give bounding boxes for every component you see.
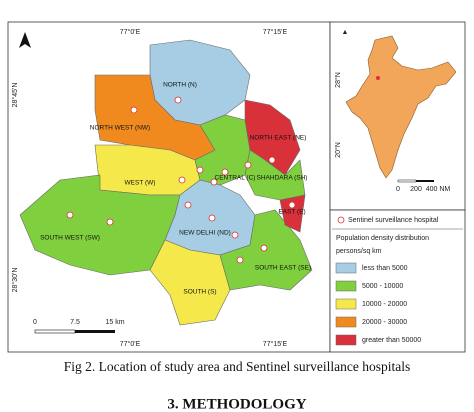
inset-scale: [397, 179, 434, 183]
district-label: CENTRAL (C): [215, 175, 256, 182]
inset-scale-label: 0: [396, 186, 400, 193]
section-heading: 3. METHODOLOGY: [167, 396, 306, 412]
district-label: NEW DELHI (ND): [179, 230, 231, 237]
lon-label: 77°0'E: [120, 340, 141, 348]
delhi-marker: [376, 76, 380, 80]
inset-lat: 20°N: [334, 142, 342, 158]
legend-label: less than 5000: [362, 265, 408, 272]
district-label: EAST (E): [278, 209, 305, 216]
hospitals: [66, 96, 296, 264]
district-label: SOUTH (S): [183, 289, 216, 296]
district: [279, 194, 306, 233]
district-label: SOUTH WEST (SW): [40, 235, 100, 242]
district-label: SHAHDARA (SH): [257, 175, 308, 182]
lat-label: 28°45'N: [11, 83, 19, 108]
legend-swatch: [335, 316, 357, 328]
district-label: NORTH WEST (NW): [90, 125, 150, 132]
legend-hospital: Sentinel surveillance hospital: [348, 217, 439, 224]
north-arrow: [19, 32, 31, 48]
district-label: WEST (W): [125, 180, 156, 187]
legend-label: 10000 - 20000: [362, 301, 407, 308]
inset-scale-label: 200: [410, 186, 422, 193]
legend-swatch: [335, 280, 357, 292]
scale-label: 15 km: [105, 319, 124, 326]
legend-swatch: [335, 262, 357, 274]
lon-label: 77°15'E: [263, 340, 288, 348]
inset-north: ▲: [342, 29, 349, 36]
caption: Fig 2. Location of study area and Sentin…: [64, 359, 410, 374]
scale-bar: [34, 329, 115, 334]
legend-unit: persons/sq km: [336, 248, 382, 255]
legend-hospital-symbol: [337, 216, 345, 224]
scale-label: 7.5: [70, 319, 80, 326]
legend-swatch: [335, 334, 357, 346]
lon-label: 77°0'E: [120, 28, 141, 36]
scale-label: 0: [33, 319, 37, 326]
legend-label: greater than 50000: [362, 337, 421, 344]
legend-items: less than 5000 5000 - 10000 10000 - 20000 2…: [335, 262, 421, 346]
district: [194, 114, 251, 186]
district-label: NORTH EAST (NE): [250, 135, 307, 142]
inset-scale-label: 400 NM: [426, 186, 451, 193]
district: [244, 149, 306, 201]
lat-label: 28°30'N: [11, 268, 19, 293]
legend-label: 5000 - 10000: [362, 283, 403, 290]
legend-label: 20000 - 30000: [362, 319, 407, 326]
legend-swatch: [335, 298, 357, 310]
legend-title: Population density distribution: [336, 235, 429, 242]
districts: [19, 39, 313, 326]
district-label: NORTH (N): [163, 82, 197, 89]
india-outline: [345, 35, 457, 179]
inset-lat: 28°N: [334, 72, 342, 88]
district-label: SOUTH EAST (SE): [255, 265, 311, 272]
lon-label: 77°15'E: [263, 28, 288, 36]
